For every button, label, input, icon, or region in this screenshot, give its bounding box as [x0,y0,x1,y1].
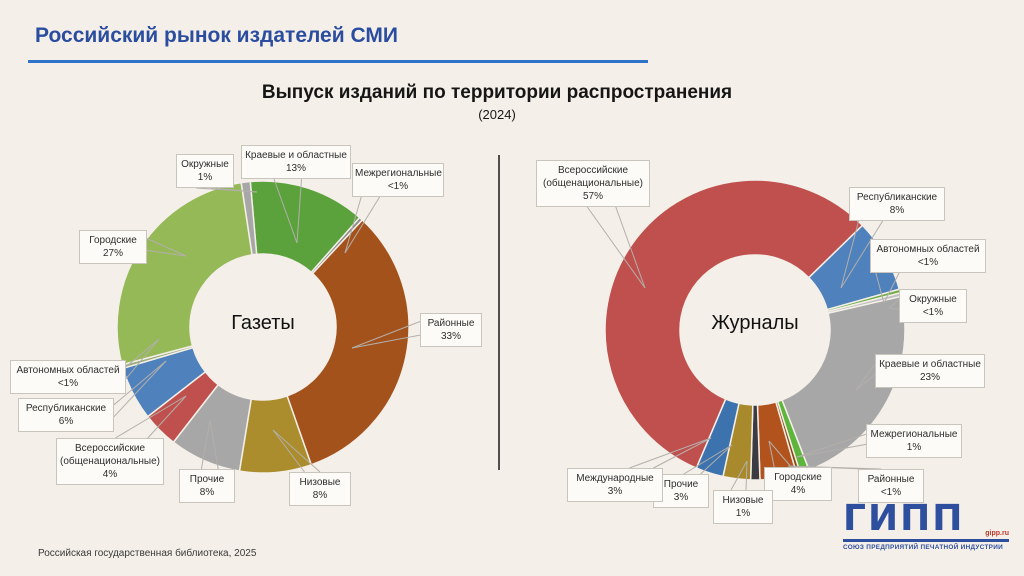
leader-line [629,437,712,469]
leader-line [296,178,302,244]
slice-Всероссийские (общенациональные) [604,179,864,470]
leader-line [730,460,748,491]
leader-line [796,433,867,458]
leader-line [855,374,876,391]
leader-line [125,338,160,380]
logo-word: ГИПП [843,498,965,539]
leader-line [146,249,187,257]
leader-line [351,321,421,349]
callout-gazety-avtonomnykh: Автономных областей <1% [10,360,126,394]
callout-zhurnaly-mezhdunarodnye: Международные 3% [567,468,663,502]
callout-gazety-vserossiyskie: Всероссийские (общенациональные) 4% [56,438,164,485]
leader-line [745,460,748,491]
callout-gazety-nizovye: Низовые 8% [289,472,351,506]
leader-line [875,272,885,304]
callout-zhurnaly-vserossiyskie: Всероссийские (общенациональные) 57% [536,160,650,207]
source-note: Российская государственная библиотека, 2… [38,548,257,559]
callout-zhurnaly-mezhregionalnye: Межрегиональные 1% [866,424,962,458]
logo-line: gipp.ru [843,530,1009,542]
leader-line [700,444,733,475]
leader-line [125,338,160,368]
page-title: Российский рынок издателей СМИ [35,24,398,47]
callout-zhurnaly-kraevye: Краевые и областные 23% [875,354,985,388]
leader-line [615,206,646,289]
donut-label-zhurnaly: Журналы [711,312,799,334]
leader-line [344,196,362,254]
leader-line [273,178,298,244]
title-underline [28,60,648,63]
callout-gazety-mezhregionalnye: Межрегиональные <1% [352,163,444,197]
leader-line [272,429,321,473]
callout-zhurnaly-avtonomnykh: Автономных областей <1% [870,239,986,273]
leader-line [200,419,211,470]
leader-line [888,307,900,310]
leader-line [768,440,792,468]
chart-main-title: Выпуск изданий по территории распростран… [261,82,733,103]
leader-line [272,429,305,473]
callout-gazety-respublikanskie: Республиканские 6% [18,398,114,432]
leader-line [113,360,167,406]
chart-year: (2024) [478,107,516,122]
leader-line [115,395,187,439]
leader-line [351,334,421,349]
leader-line [146,238,187,257]
leader-line [147,395,187,439]
slice-Окружные [240,180,258,256]
leader-line [344,196,381,254]
slice-Международные [695,398,740,478]
donut-label-gazety: Газеты [231,312,295,334]
leader-line [840,220,884,289]
slice-Районные [286,218,410,466]
callout-gazety-gorodskie: Городские 27% [79,230,147,264]
callout-gazety-rayonnye: Районные 33% [420,313,482,347]
leader-line [653,437,712,469]
leader-line [113,360,167,418]
logo-caption: СОЮЗ ПРЕДПРИЯТИЙ ПЕЧАТНОЙ ИНДУСТРИИ [843,544,1003,551]
leader-line [840,220,860,289]
donut-gazety [116,180,410,474]
leader-line [883,272,900,304]
callout-zhurnaly-nizovye: Низовые 1% [713,490,773,524]
slice-Городские [116,181,253,366]
callout-zhurnaly-rayonnye: Районные <1% [858,469,924,503]
logo-url: gipp.ru [985,530,1009,537]
callout-gazety-kraevye: Краевые и областные 13% [241,145,351,179]
gipp-logo: ГИПП gipp.ru СОЮЗ ПРЕДПРИЯТИЙ ПЕЧАТНОЙ И… [843,501,1009,551]
callout-gazety-okruzhnye: Окружные 1% [176,154,234,188]
leader-line [586,206,646,289]
leader-line [796,443,867,458]
leader-line [683,444,733,475]
leader-line [855,363,876,391]
leader-line [768,440,775,468]
leader-line [209,419,219,470]
leader-line [888,298,900,309]
callout-zhurnaly-gorodskie: Городские 4% [764,467,832,501]
callout-gazety-prochie: Прочие 8% [179,469,235,503]
callout-zhurnaly-okruzhnye: Окружные <1% [899,289,967,323]
callout-zhurnaly-respublikanskie: Республиканские 8% [849,187,945,221]
leader-line [210,187,258,193]
leader-line [787,465,882,470]
